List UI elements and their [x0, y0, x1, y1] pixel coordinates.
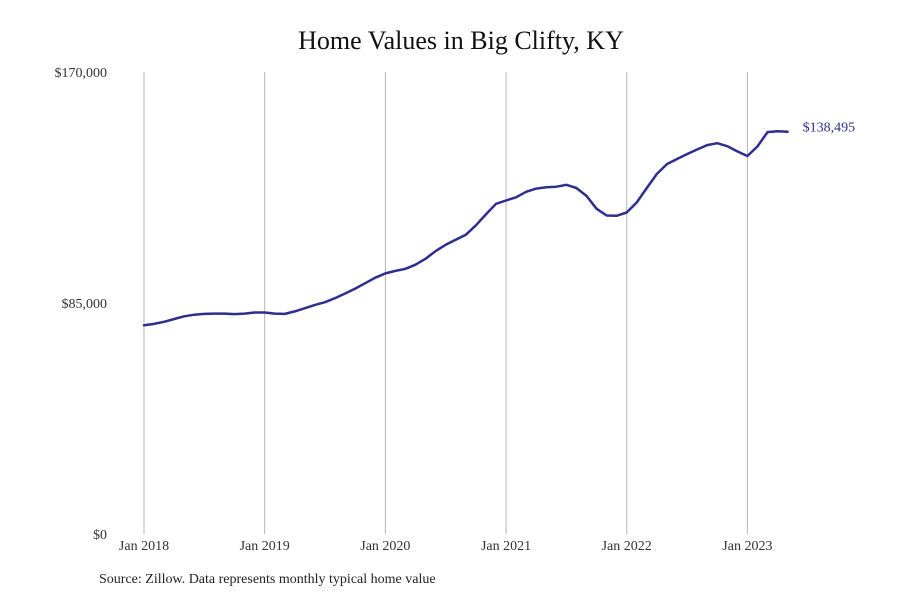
series-line	[142, 129, 789, 327]
x-tick-label: Jan 2019	[240, 539, 290, 554]
x-tick-label: Jan 2018	[119, 539, 169, 554]
source-note: Source: Zillow. Data represents monthly …	[99, 572, 436, 587]
series-end-label: $138,495	[803, 120, 856, 135]
series-layer: $138,495	[142, 120, 856, 327]
x-tick-label: Jan 2021	[481, 539, 531, 554]
x-tick-label: Jan 2022	[602, 539, 652, 554]
x-tick-label: Jan 2020	[360, 539, 410, 554]
chart-title: Home Values in Big Clifty, KY	[298, 26, 624, 55]
x-axis-ticks: Jan 2018 Jan 2019 Jan 2020 Jan 2021 Jan 2022…	[119, 539, 773, 554]
y-tick-label: $0	[93, 528, 107, 543]
y-tick-label: $170,000	[55, 66, 108, 81]
gridlines	[143, 72, 748, 534]
x-tick-label: Jan 2023	[722, 539, 772, 554]
y-tick-label: $85,000	[62, 297, 108, 312]
y-axis-ticks: $0 $85,000 $170,000	[55, 66, 108, 543]
